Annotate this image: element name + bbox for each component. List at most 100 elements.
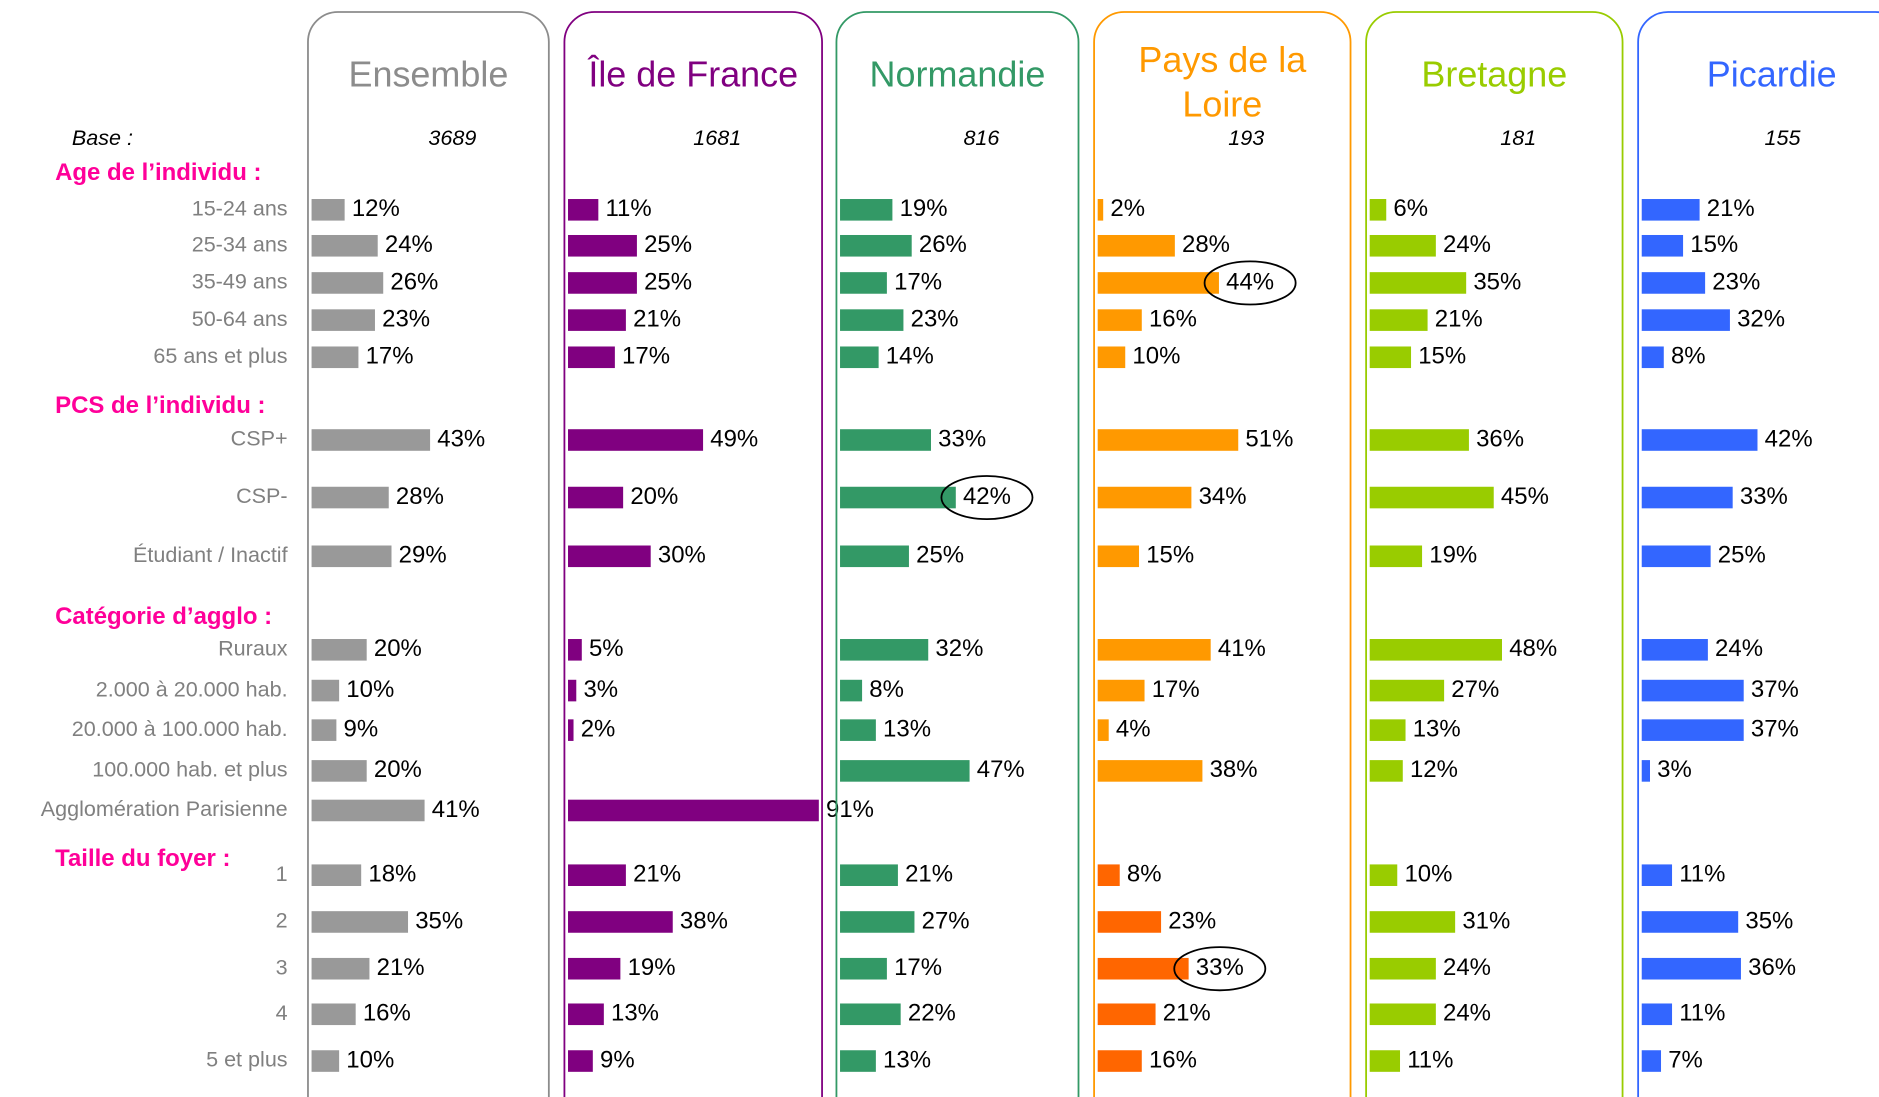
bar [1641, 429, 1758, 451]
value-label: 25% [644, 268, 692, 295]
value-label: 33% [1740, 483, 1788, 510]
value-label: 32% [935, 635, 983, 662]
value-label: 35% [1745, 907, 1793, 934]
row-label: 3 [276, 954, 288, 979]
value-label: 37% [1751, 715, 1799, 742]
bar [1641, 545, 1711, 568]
bar [1369, 199, 1387, 221]
bar [1097, 957, 1189, 980]
bar [840, 957, 887, 980]
row-label: 20.000 à 100.000 hab. [72, 716, 288, 741]
value-label: 10% [1132, 343, 1180, 370]
bar [840, 486, 956, 509]
value-label: 7% [1668, 1046, 1703, 1073]
bar [568, 957, 621, 980]
value-label: 13% [611, 1000, 659, 1027]
value-label: 11% [1407, 1046, 1453, 1073]
value-label: 18% [368, 861, 416, 888]
bar [568, 486, 624, 509]
row-label: 5 et plus [206, 1047, 287, 1072]
bar [1369, 957, 1436, 980]
bar [1369, 864, 1398, 886]
panel-title: Picardie [1706, 55, 1837, 95]
row-label: 2 [276, 908, 288, 933]
bar [840, 911, 915, 933]
bar [1369, 1003, 1436, 1026]
bar [1097, 309, 1142, 331]
value-label: 10% [1404, 861, 1452, 888]
value-label: 33% [938, 425, 986, 452]
value-label: 16% [1149, 1046, 1197, 1073]
bar [840, 272, 887, 294]
bar [1641, 679, 1744, 702]
bar [840, 719, 876, 741]
bar [1641, 1050, 1662, 1072]
value-label: 30% [658, 542, 706, 569]
value-label: 41% [1218, 635, 1266, 662]
bar [1641, 234, 1684, 257]
value-label: 16% [363, 1000, 411, 1027]
value-label: 8% [1127, 861, 1162, 888]
bar [568, 545, 651, 568]
panel-border [835, 11, 1080, 1097]
bar [568, 1003, 604, 1026]
value-label: 22% [908, 1000, 956, 1027]
bar [311, 911, 409, 933]
bar [840, 346, 879, 369]
bar [568, 864, 626, 886]
group-title: Catégorie d’agglo : [55, 603, 272, 630]
value-label: 38% [1210, 756, 1258, 783]
value-label: 25% [644, 231, 692, 258]
value-label: 24% [1443, 1000, 1491, 1027]
value-label: 21% [1435, 305, 1483, 332]
bar [1097, 1003, 1156, 1026]
bar [1641, 199, 1700, 221]
group-title: Age de l’individu : [55, 159, 261, 186]
bar [568, 429, 704, 451]
bar [840, 1050, 876, 1072]
value-label: 26% [390, 268, 438, 295]
panel-base: 155 [1765, 125, 1802, 150]
bar [311, 346, 359, 369]
bar [1097, 679, 1145, 702]
bar [840, 309, 904, 331]
value-label: 24% [1443, 231, 1491, 258]
bar [840, 429, 931, 451]
value-label: 35% [415, 907, 463, 934]
value-label: 37% [1751, 676, 1799, 703]
value-label: 8% [1671, 343, 1706, 370]
value-label: 24% [385, 231, 433, 258]
bar [311, 1050, 340, 1072]
bar [840, 639, 929, 661]
bar [568, 799, 819, 822]
bar [1097, 911, 1162, 933]
row-label: 25-34 ans [192, 231, 288, 256]
bar [568, 719, 574, 741]
value-label: 13% [883, 715, 931, 742]
value-label: 19% [900, 195, 948, 222]
value-label: 26% [919, 231, 967, 258]
row-label: Étudiant / Inactif [133, 542, 289, 567]
panel-title: Bretagne [1421, 55, 1568, 95]
value-label: 21% [1707, 195, 1755, 222]
value-label: 42% [1765, 425, 1813, 452]
bar [1369, 1050, 1401, 1072]
bar [1369, 639, 1502, 661]
panel-base: 816 [963, 125, 999, 150]
bar [568, 679, 577, 702]
value-label: 8% [869, 676, 904, 703]
highlight-circle [1173, 946, 1267, 992]
value-label: 43% [437, 425, 485, 452]
row-label: 50-64 ans [192, 306, 288, 331]
value-label: 23% [1168, 907, 1216, 934]
bar [311, 864, 362, 886]
bar [1097, 760, 1203, 782]
bar [1369, 911, 1456, 933]
value-label: 23% [382, 305, 430, 332]
panel-title: Ensemble [348, 55, 509, 95]
bar [1097, 272, 1219, 294]
value-label: 51% [1245, 425, 1293, 452]
bar [840, 545, 909, 568]
panel-title: Pays de la Loire [1138, 40, 1307, 125]
value-label: 32% [1737, 305, 1785, 332]
